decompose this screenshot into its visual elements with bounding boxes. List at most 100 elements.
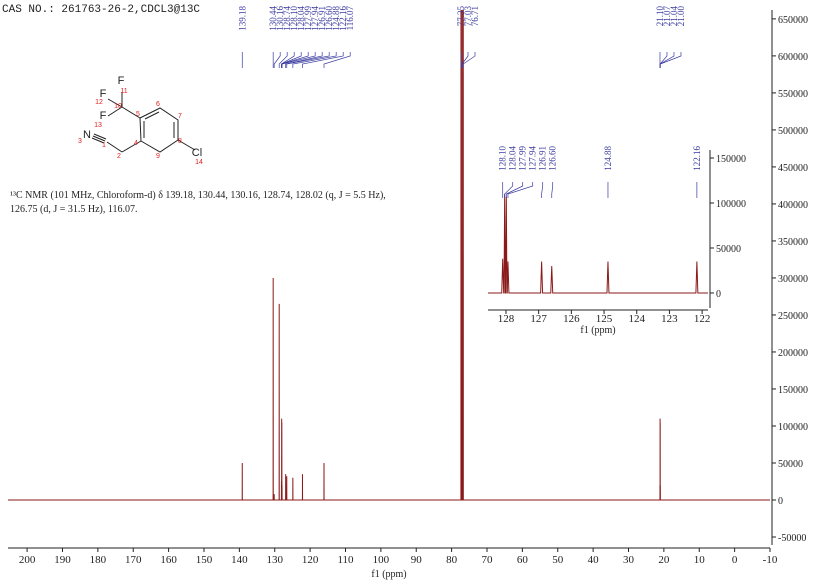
peak-label: 76.71	[470, 6, 480, 26]
x-tick-label: 120	[302, 554, 319, 566]
y-tick-label: -50000	[778, 533, 806, 544]
peak-connector	[507, 182, 534, 198]
y-tick-label: 250000	[778, 311, 808, 322]
x-tick-label: 100	[373, 554, 390, 566]
structure-bonds	[91, 92, 196, 153]
x-tick-label: 123	[661, 313, 678, 325]
nmr-description: 126.75 (d, J = 31.5 Hz), 116.07.	[10, 204, 137, 215]
atom-number: 10	[114, 103, 122, 110]
spectrum-line	[488, 193, 708, 294]
peak-label: 126.60	[324, 6, 334, 31]
atom-number: 1	[102, 142, 106, 149]
peak-connector	[285, 52, 323, 68]
spectrum-clip	[8, 10, 770, 501]
x-tick-label: 50	[552, 554, 564, 566]
peak-label: 21.00	[676, 6, 686, 27]
peak-connector	[659, 52, 682, 68]
y-tick-label: 100000	[778, 422, 808, 433]
atom-number: 7	[178, 113, 182, 120]
x-tick-label: 124	[628, 313, 645, 325]
y-tick-label: 300000	[778, 274, 808, 285]
atom-label: Cl	[192, 147, 202, 159]
x-tick-label: 0	[732, 554, 738, 566]
y-tick-label: 0	[778, 496, 783, 507]
peak-label: 21.10	[655, 6, 665, 27]
atom-number: 9	[156, 153, 160, 160]
peak-label: 122.16	[338, 6, 348, 31]
x-tick-label: 126	[563, 313, 580, 325]
peak-label: 126.91	[317, 6, 327, 31]
peak-connector	[551, 182, 554, 198]
y-tick-label: 600000	[778, 52, 808, 63]
atom-number: 5	[136, 111, 140, 118]
atom-number: 13	[94, 122, 102, 129]
x-tick-label: -10	[763, 554, 778, 566]
x-tick-label: 140	[231, 554, 248, 566]
y-tick-label: 150000	[716, 154, 746, 165]
peak-label: 126.91	[538, 146, 548, 171]
peak-label: 128.10	[498, 146, 508, 171]
peak-label: 127.94	[528, 146, 538, 171]
peak-label: 124.88	[603, 146, 613, 171]
atom-label: F	[118, 75, 125, 87]
x-tick-label: 110	[337, 554, 354, 566]
peak-label: 122.16	[692, 146, 702, 171]
y-tick-label: 0	[716, 289, 721, 300]
x-tick-label: 130	[266, 554, 283, 566]
spectrum-clip	[488, 193, 708, 294]
y-tick-label: 650000	[778, 15, 808, 26]
peak-label: 130.44	[268, 6, 278, 31]
y-tick-label: 500000	[778, 126, 808, 137]
peak-label: 128.10	[289, 6, 299, 31]
x-tick-label: 125	[596, 313, 613, 325]
peak-connector	[462, 52, 476, 68]
peak-connector	[504, 182, 514, 198]
y-tick-label: 450000	[778, 163, 808, 174]
peak-connector	[505, 182, 524, 198]
atom-number: 4	[134, 140, 138, 147]
y-tick-label: 150000	[778, 385, 808, 396]
peak-connector	[461, 52, 469, 68]
y-tick-label: 400000	[778, 200, 808, 211]
peak-label: 127.99	[518, 146, 528, 171]
atom-number: 8	[178, 138, 182, 145]
peak-connector	[286, 52, 330, 68]
x-axis-label: f1 (ppm)	[580, 325, 615, 336]
atom-number: 6	[156, 101, 160, 108]
x-tick-label: 30	[623, 554, 635, 566]
x-tick-label: 127	[530, 313, 547, 325]
x-tick-label: 170	[125, 554, 142, 566]
x-tick-label: 200	[19, 554, 36, 566]
atom-label: F	[100, 110, 107, 122]
nmr-description: ¹³C NMR (101 MHz, Chloroform-d) δ 139.18…	[10, 190, 386, 201]
atom-number: 3	[78, 138, 82, 145]
x-tick-label: 10	[694, 554, 706, 566]
peak-label: 124.88	[331, 6, 341, 31]
x-tick-label: 60	[517, 554, 529, 566]
peak-label: 127.99	[303, 6, 313, 31]
peak-label: 77.03	[463, 6, 473, 27]
x-tick-label: 20	[658, 554, 670, 566]
peak-connector	[323, 52, 351, 68]
x-tick-label: 122	[694, 313, 711, 325]
peak-connector	[292, 52, 337, 68]
atom-number: 11	[120, 88, 127, 95]
atom-number: 12	[95, 99, 103, 106]
y-tick-label: 350000	[778, 237, 808, 248]
atom-label: F	[100, 88, 107, 100]
peak-connector	[541, 182, 544, 198]
peak-label: 127.94	[310, 6, 320, 31]
x-tick-label: 128	[498, 313, 515, 325]
x-tick-label: 70	[481, 554, 493, 566]
peak-label: 128.04	[508, 146, 518, 171]
peak-label: 21.04	[669, 6, 679, 27]
y-tick-label: 50000	[716, 244, 741, 255]
x-tick-label: 160	[160, 554, 177, 566]
peak-label: 128.04	[296, 6, 306, 31]
atom-number: 2	[117, 153, 121, 160]
chart-title: CAS NO.: 261763-26-2,CDCL3@13C	[2, 4, 200, 16]
atom-label: N	[83, 129, 91, 141]
x-tick-label: 190	[54, 554, 71, 566]
peak-connector	[659, 52, 668, 68]
